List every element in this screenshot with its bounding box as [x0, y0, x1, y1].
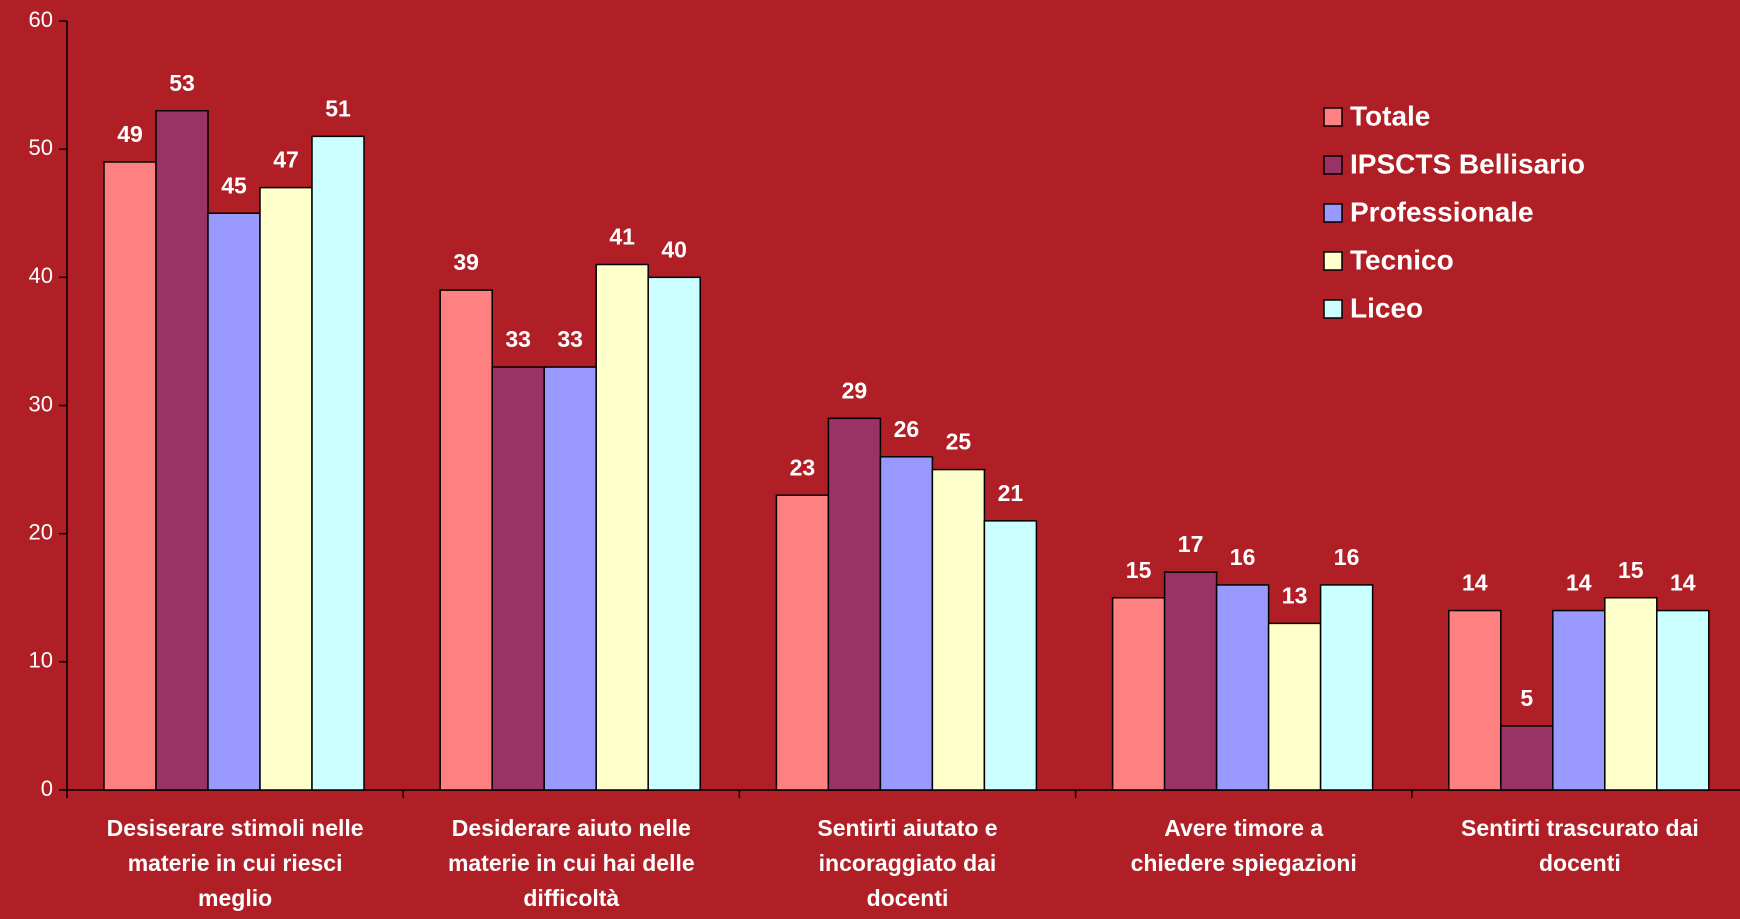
value-label: 45	[221, 172, 247, 198]
x-tick-label-line: difficoltà	[523, 885, 619, 911]
bar	[1111, 597, 1166, 791]
bar	[983, 520, 1038, 791]
value-label: 14	[1566, 570, 1592, 596]
bar	[1163, 571, 1218, 791]
value-label: 15	[1618, 557, 1644, 583]
bar	[647, 276, 701, 791]
x-tick-label: Desiserare stimoli nelle materie in cui r…	[107, 815, 364, 911]
value-label: 53	[169, 70, 195, 96]
bar	[1552, 609, 1606, 791]
y-tick-label: 20	[29, 519, 53, 544]
y-tick-label: 10	[29, 648, 53, 673]
x-tick-label-line: chiedere spiegazioni	[1131, 850, 1357, 876]
legend-label: IPSCTS Bellisario	[1350, 148, 1585, 179]
x-tick-label-line: docenti	[867, 885, 949, 911]
y-tick-label: 30	[29, 391, 53, 416]
value-label: 41	[609, 224, 635, 250]
legend-swatch	[1323, 251, 1343, 271]
value-label: 33	[557, 326, 583, 352]
bar	[155, 109, 209, 791]
value-label: 49	[117, 121, 143, 147]
y-tick-label: 0	[41, 776, 53, 801]
bar	[103, 161, 157, 791]
x-tick-label-line: Sentirti trascurato dai	[1461, 815, 1699, 841]
bar	[827, 417, 882, 791]
value-label: 16	[1230, 544, 1256, 570]
legend-label: Professionale	[1350, 196, 1534, 227]
value-label: 47	[273, 147, 299, 173]
bar	[439, 289, 493, 791]
value-label: 15	[1126, 557, 1152, 583]
x-tick-label: Sentirti aiutato e incoraggiato dai docent…	[817, 815, 997, 911]
bar	[1604, 597, 1658, 791]
legend-swatch	[1323, 203, 1343, 223]
bar	[931, 468, 986, 791]
value-label: 25	[946, 429, 972, 455]
value-label: 14	[1670, 570, 1696, 596]
x-tick-label-line: incoraggiato dai	[819, 850, 997, 876]
bar	[491, 366, 545, 791]
x-tick-label: Desiderare aiuto nelle materie in cui hai…	[448, 815, 695, 911]
value-label: 26	[894, 416, 920, 442]
bar	[311, 135, 365, 791]
value-label: 14	[1462, 570, 1488, 596]
x-tick-label: Sentirti trascurato dai docenti	[1461, 815, 1699, 876]
y-tick-label: 60	[29, 7, 53, 32]
bar	[207, 212, 261, 791]
legend-swatch	[1323, 155, 1343, 175]
x-tick-label-line: materie in cui hai delle	[448, 850, 695, 876]
bar	[879, 456, 934, 791]
value-label: 21	[998, 480, 1024, 506]
value-label: 33	[505, 326, 531, 352]
value-label: 39	[453, 249, 479, 275]
legend-label: Liceo	[1350, 292, 1423, 323]
value-label: 51	[325, 95, 351, 121]
x-tick-label-line: materie in cui riesci	[128, 850, 343, 876]
value-label: 23	[790, 454, 816, 480]
value-label: 13	[1282, 582, 1308, 608]
bar	[595, 263, 649, 791]
legend-label: Totale	[1350, 100, 1430, 131]
x-tick-label-line: Avere timore a	[1164, 815, 1323, 841]
bar	[543, 366, 597, 791]
bar	[1656, 609, 1710, 791]
x-tick-label-line: Desiderare aiuto nelle	[452, 815, 691, 841]
x-tick-label-line: meglio	[198, 885, 272, 911]
bar	[259, 186, 313, 791]
x-tick-label-line: Sentirti aiutato e	[817, 815, 997, 841]
bar	[1267, 622, 1322, 791]
bar	[1500, 725, 1554, 791]
value-label: 40	[661, 236, 687, 262]
x-tick-label: Avere timore a chiedere spiegazioni	[1131, 815, 1357, 876]
value-label: 29	[842, 377, 868, 403]
legend-swatch	[1323, 107, 1343, 127]
legend-label: Tecnico	[1350, 244, 1454, 275]
legend-swatch	[1323, 299, 1343, 319]
bar	[775, 494, 830, 791]
value-label: 5	[1520, 685, 1533, 711]
value-label: 17	[1178, 531, 1204, 557]
y-tick-label: 40	[29, 263, 53, 288]
x-tick-label-line: Desiserare stimoli nelle	[107, 815, 364, 841]
y-tick-label: 50	[29, 135, 53, 160]
bar	[1319, 584, 1374, 791]
bar	[1215, 584, 1270, 791]
value-label: 16	[1334, 544, 1360, 570]
x-tick-label-line: docenti	[1539, 850, 1621, 876]
bar	[1448, 609, 1502, 791]
